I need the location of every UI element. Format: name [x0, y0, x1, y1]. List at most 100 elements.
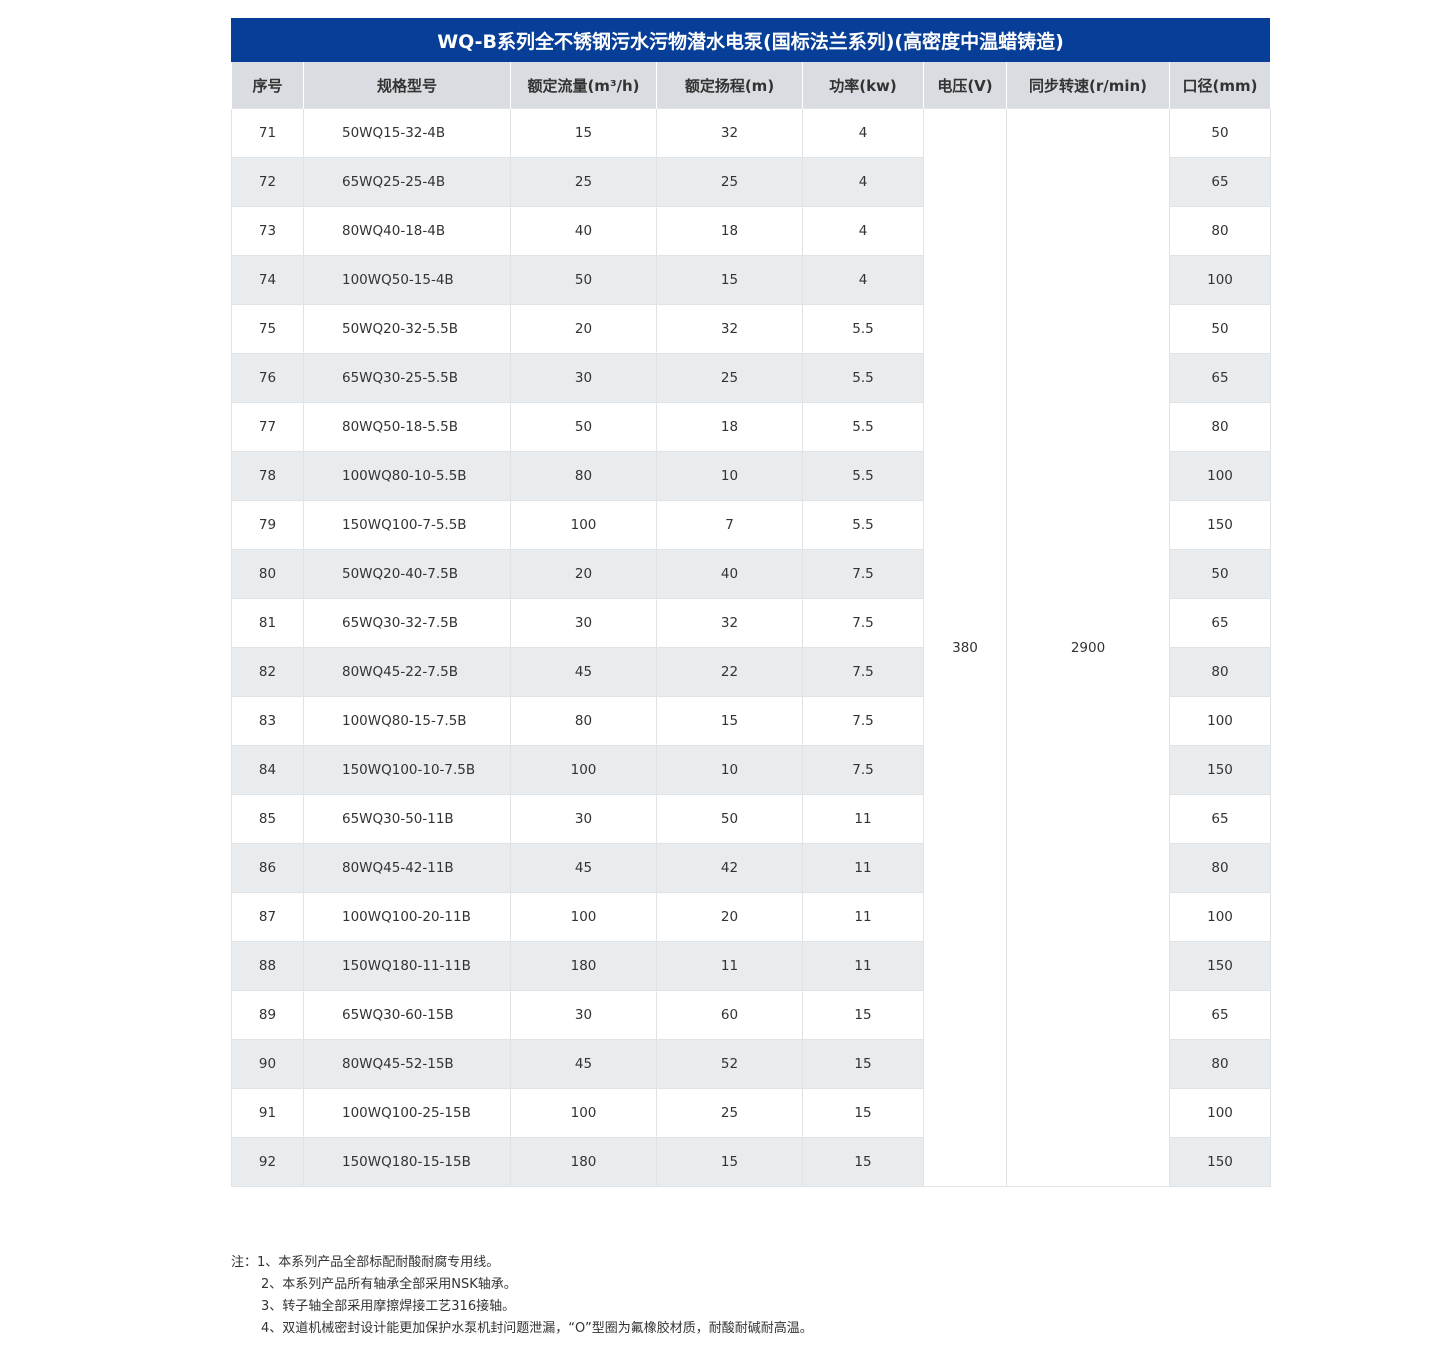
cell-power: 4 — [802, 255, 924, 305]
note-2: 2、本系列产品所有轴承全部采用NSK轴承。 — [261, 1277, 517, 1292]
cell-model: 100WQ50-15-4B — [303, 255, 511, 305]
cell-model: 65WQ30-32-7.5B — [303, 598, 511, 648]
cell-row-number: 88 — [231, 941, 304, 991]
table-row: 79 150WQ100-7-5.5B 100 7 5.5 150 — [231, 500, 1271, 550]
cell-model: 80WQ45-42-11B — [303, 843, 511, 893]
column-header: 序号 — [231, 62, 304, 109]
table-title: WQ-B系列全不锈钢污水污物潜水电泵(国标法兰系列)(高密度中温蜡铸造) — [231, 18, 1270, 62]
cell-head: 40 — [656, 549, 803, 599]
cell-head: 52 — [656, 1039, 803, 1089]
cell-flow: 80 — [510, 451, 657, 501]
cell-model: 65WQ30-60-15B — [303, 990, 511, 1040]
cell-flow: 15 — [510, 108, 657, 158]
table-row: 71 50WQ15-32-4B 15 32 4 380 2900 50 — [231, 108, 1271, 1187]
cell-flow: 100 — [510, 745, 657, 795]
note-3: 3、转子轴全部采用摩擦焊接工艺316接轴。 — [261, 1299, 516, 1314]
cell-model: 80WQ45-22-7.5B — [303, 647, 511, 697]
cell-flow: 30 — [510, 598, 657, 648]
cell-flow: 45 — [510, 843, 657, 893]
cell-flow: 40 — [510, 206, 657, 256]
cell-model: 80WQ45-52-15B — [303, 1039, 511, 1089]
table-row: 86 80WQ45-42-11B 45 42 11 80 — [231, 843, 1271, 893]
cell-diameter: 150 — [1169, 941, 1271, 991]
cell-model: 65WQ30-25-5.5B — [303, 353, 511, 403]
cell-row-number: 83 — [231, 696, 304, 746]
table-row: 82 80WQ45-22-7.5B 45 22 7.5 80 — [231, 647, 1271, 697]
table-row: 80 50WQ20-40-7.5B 20 40 7.5 50 — [231, 549, 1271, 599]
table-row: 81 65WQ30-32-7.5B 30 32 7.5 65 — [231, 598, 1271, 648]
cell-power: 5.5 — [802, 500, 924, 550]
table-row: 92 150WQ180-15-15B 180 15 15 150 — [231, 1137, 1271, 1187]
cell-flow: 50 — [510, 255, 657, 305]
cell-row-number: 81 — [231, 598, 304, 648]
cell-model: 65WQ25-25-4B — [303, 157, 511, 207]
cell-diameter: 65 — [1169, 794, 1271, 844]
cell-power: 15 — [802, 1137, 924, 1187]
cell-power: 5.5 — [802, 451, 924, 501]
cell-flow: 100 — [510, 1088, 657, 1138]
cell-power: 5.5 — [802, 402, 924, 452]
cell-row-number: 80 — [231, 549, 304, 599]
cell-row-number: 75 — [231, 304, 304, 354]
cell-power: 5.5 — [802, 304, 924, 354]
cell-model: 80WQ50-18-5.5B — [303, 402, 511, 452]
cell-voltage: 380 — [923, 108, 1007, 1187]
cell-flow: 100 — [510, 892, 657, 942]
cell-power: 15 — [802, 1039, 924, 1089]
cell-diameter: 80 — [1169, 206, 1271, 256]
note-1: 注：1、本系列产品全部标配耐酸耐腐专用线。 — [231, 1255, 500, 1270]
cell-flow: 180 — [510, 1137, 657, 1187]
cell-diameter: 65 — [1169, 157, 1271, 207]
cell-row-number: 72 — [231, 157, 304, 207]
cell-diameter: 80 — [1169, 843, 1271, 893]
spec-table: 序号 规格型号 额定流量(m³/h) 额定扬程(m) 功率(kw) 电压(V) 同步转速(r… — [231, 62, 1271, 1187]
table-header: 序号 规格型号 额定流量(m³/h) 额定扬程(m) 功率(kw) 电压(V) 同步转速(r… — [231, 62, 1271, 109]
cell-row-number: 85 — [231, 794, 304, 844]
cell-flow: 80 — [510, 696, 657, 746]
cell-row-number: 79 — [231, 500, 304, 550]
cell-power: 15 — [802, 990, 924, 1040]
cell-row-number: 74 — [231, 255, 304, 305]
cell-flow: 50 — [510, 402, 657, 452]
cell-power: 7.5 — [802, 647, 924, 697]
cell-diameter: 80 — [1169, 1039, 1271, 1089]
cell-row-number: 90 — [231, 1039, 304, 1089]
cell-row-number: 92 — [231, 1137, 304, 1187]
cell-head: 15 — [656, 1137, 803, 1187]
table-row: 72 65WQ25-25-4B 25 25 4 65 — [231, 157, 1271, 207]
cell-head: 7 — [656, 500, 803, 550]
cell-head: 22 — [656, 647, 803, 697]
cell-flow: 30 — [510, 990, 657, 1040]
column-header: 同步转速(r/min) — [1006, 62, 1170, 109]
cell-flow: 30 — [510, 794, 657, 844]
cell-diameter: 100 — [1169, 1088, 1271, 1138]
cell-flow: 45 — [510, 647, 657, 697]
cell-head: 10 — [656, 745, 803, 795]
cell-diameter: 150 — [1169, 1137, 1271, 1187]
cell-flow: 20 — [510, 549, 657, 599]
cell-head: 32 — [656, 304, 803, 354]
cell-row-number: 78 — [231, 451, 304, 501]
cell-diameter: 50 — [1169, 549, 1271, 599]
cell-model: 65WQ30-50-11B — [303, 794, 511, 844]
cell-power: 4 — [802, 157, 924, 207]
cell-power: 11 — [802, 941, 924, 991]
cell-head: 18 — [656, 402, 803, 452]
table-row: 87 100WQ100-20-11B 100 20 11 100 — [231, 892, 1271, 942]
cell-row-number: 73 — [231, 206, 304, 256]
cell-row-number: 91 — [231, 1088, 304, 1138]
cell-model: 100WQ80-15-7.5B — [303, 696, 511, 746]
cell-flow: 30 — [510, 353, 657, 403]
cell-power: 11 — [802, 794, 924, 844]
cell-head: 32 — [656, 598, 803, 648]
column-header: 额定流量(m³/h) — [510, 62, 657, 109]
table-row: 83 100WQ80-15-7.5B 80 15 7.5 100 — [231, 696, 1271, 746]
cell-head: 25 — [656, 1088, 803, 1138]
column-header: 电压(V) — [923, 62, 1007, 109]
cell-model: 100WQ100-25-15B — [303, 1088, 511, 1138]
table-row: 91 100WQ100-25-15B 100 25 15 100 — [231, 1088, 1271, 1138]
cell-row-number: 77 — [231, 402, 304, 452]
cell-diameter: 65 — [1169, 990, 1271, 1040]
cell-model: 150WQ100-10-7.5B — [303, 745, 511, 795]
cell-diameter: 50 — [1169, 108, 1271, 158]
